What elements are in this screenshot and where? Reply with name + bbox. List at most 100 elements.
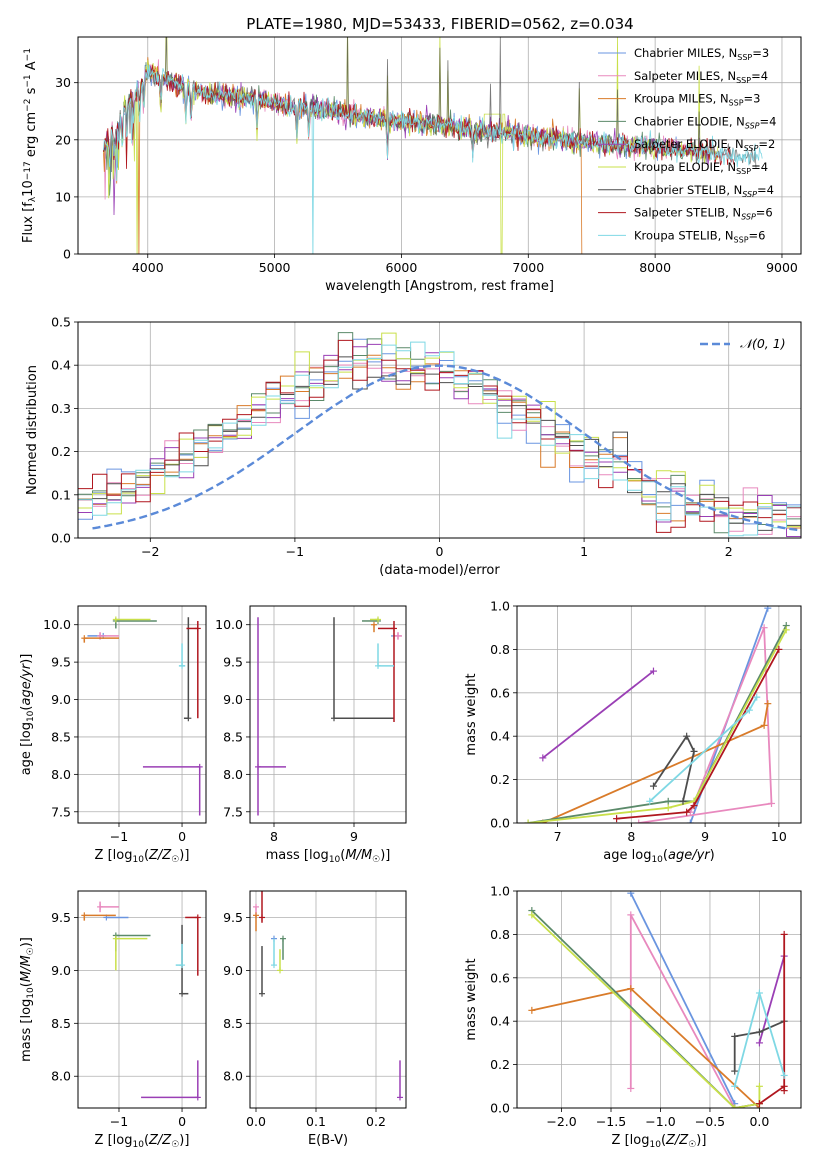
label-part: Z [log (612, 1133, 650, 1148)
ytick-label: 0.4 (490, 729, 510, 744)
ytick-label: 10.0 (215, 617, 243, 632)
ytick-label: 10.0 (43, 617, 71, 632)
ytick-label: 1.0 (490, 884, 510, 899)
ytick-label: 9.0 (51, 963, 71, 978)
errorbar-point (259, 891, 265, 923)
label-part: mass weight (464, 958, 479, 1040)
label-part: ☉ (688, 1140, 696, 1150)
label-part: A (24, 61, 39, 74)
errorbar-point (142, 763, 203, 816)
label-part: )] (696, 1133, 706, 1148)
ytick-label: 0.6 (490, 970, 510, 985)
label-part: (data-model)/error (379, 563, 500, 578)
errorbar-point (271, 938, 277, 969)
axes-frame (77, 605, 207, 824)
weight-line-4 (758, 955, 786, 1044)
ytick-label: 0.3 (51, 401, 71, 416)
legend-sub: SSP (737, 53, 752, 62)
plot-area (78, 891, 206, 1108)
ytick-label: 10 (55, 189, 71, 204)
label-part: )] (380, 848, 390, 863)
ytick-label: 8.5 (51, 1016, 71, 1031)
label-part: −17 (23, 161, 33, 180)
legend-sub: SSP (736, 76, 751, 85)
plot-area (250, 891, 406, 1108)
label-part: ( (144, 1133, 149, 1148)
axes-frame (516, 605, 802, 824)
axes-frame (249, 605, 407, 824)
label-part: λ (28, 196, 38, 202)
legend-post: =3 (752, 46, 769, 60)
legend-post: =3 (744, 92, 761, 106)
xtick-label: 10 (771, 829, 787, 844)
errorbar-point (280, 935, 286, 960)
histogram-step-8 (78, 341, 801, 537)
xtick-label: 9 (701, 829, 709, 844)
spectrum-line-7 (103, 64, 735, 169)
legend-entry: Chabrier STELIB, NSSP=4 (634, 183, 774, 199)
xtick-label: 2 (725, 544, 733, 559)
legend-sub: SSP (729, 99, 744, 108)
errorbar-point (81, 635, 119, 643)
panel-mass_vs_Z: −1 08.08.59.09.5Z [log10(Z/Z☉)]mass [log1… (19, 890, 207, 1150)
ytick-label: 9.5 (51, 655, 71, 670)
ytick-label: 8.5 (223, 1016, 243, 1031)
label-part: mass weight (464, 673, 479, 755)
xtick-label: 8 (627, 829, 635, 844)
normal-curve (92, 364, 799, 532)
errorbar-point (179, 924, 189, 997)
x-axis-label: Z [log10(Z/Z☉)] (612, 1133, 707, 1150)
xtick-label: 0 (178, 1114, 186, 1129)
errorbar-point (112, 932, 151, 952)
label-part: ☉ (372, 855, 380, 865)
xtick-label: 4000 (132, 260, 164, 275)
label-part: ( (661, 1133, 666, 1148)
grid (250, 606, 406, 823)
legend-sub: SSP (736, 167, 751, 176)
label-part: Z/Z (148, 848, 172, 863)
panel-age_vs_mass: 8 9 7.5 8.0 8.5 9.0 9.5 10.0 mass [log10(M/M☉)] (215, 605, 407, 865)
panel-age_vs_Z: −1 07.58.08.59.09.510.0Z [log10(Z/Z☉)]age… (19, 605, 207, 865)
xtick-label: 8 (270, 829, 278, 844)
label-part: )] (179, 848, 189, 863)
ytick-label: 7.5 (51, 804, 71, 819)
spectrum-line-5 (103, 37, 719, 254)
label-part: age/yr (19, 662, 34, 705)
legend-sub: SSP (744, 144, 759, 153)
label-part: M/M (19, 955, 34, 982)
label-part: age/yr (668, 848, 711, 863)
xtick-label: 0 (178, 829, 186, 844)
legend-entry: Kroupa ELODIE, NSSP=4 (634, 160, 768, 176)
legend-post: =2 (758, 137, 775, 151)
weight-line-7 (616, 648, 780, 820)
ytick-label: 0.5 (51, 315, 71, 330)
legend-sub: SSP (741, 213, 756, 222)
legend-entry: 𝒩(0, 1) (740, 336, 786, 351)
label-part: s (24, 87, 39, 98)
legend-sub: SSP (734, 235, 749, 244)
ytick-label: 7.5 (223, 804, 243, 819)
figure-title: PLATE=1980, MJD=53433, FIBERID=0562, z=0… (246, 15, 633, 33)
label-part: ( (663, 848, 668, 863)
xtick-label: 0.0 (246, 1114, 266, 1129)
x-axis-label: wavelength [Angstrom, rest frame] (325, 279, 554, 294)
ytick-label: 20 (55, 132, 71, 147)
label-part: 10 (132, 855, 144, 865)
axes-frame (516, 890, 802, 1109)
xtick-label: 8000 (639, 260, 671, 275)
errorbar-point (394, 632, 402, 640)
legend-name: Kroupa ELODIE, N (634, 160, 736, 174)
plot-area (78, 37, 801, 254)
ytick-label: 9.5 (51, 910, 71, 925)
grid (517, 891, 801, 1108)
panel-residual_histogram: −2 −1 0 1 2 0.0 0.1 0.2 0.3 0.4 0.5 (data-model)/er… (25, 315, 802, 578)
errorbar-point (81, 912, 116, 921)
label-part: )] (19, 937, 34, 947)
label-part: Z/Z (148, 1133, 172, 1148)
legend-name: Chabrier STELIB, N (634, 183, 742, 197)
ytick-label: 8.0 (51, 767, 71, 782)
spectrum-line-1 (103, 59, 688, 200)
xtick-label: 9000 (766, 260, 798, 275)
